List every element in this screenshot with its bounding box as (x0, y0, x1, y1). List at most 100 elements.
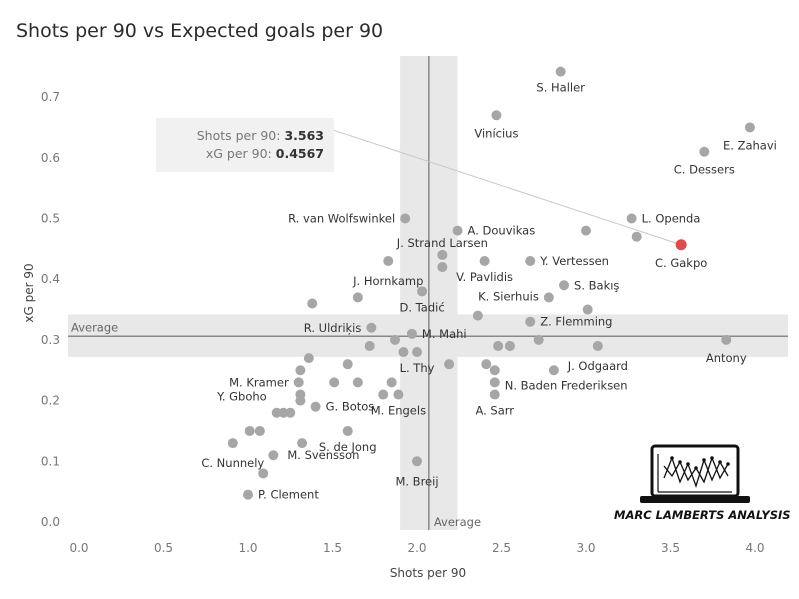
data-point[interactable] (352, 377, 363, 388)
data-point[interactable] (310, 401, 321, 412)
data-point[interactable] (489, 377, 500, 388)
data-point[interactable] (342, 425, 353, 436)
data-point[interactable] (548, 365, 559, 376)
data-point[interactable] (297, 438, 308, 449)
point-label: J. Hornkamp (352, 274, 423, 288)
x-tick-label: 0.5 (154, 541, 173, 555)
data-point[interactable] (293, 377, 304, 388)
data-point[interactable] (437, 249, 448, 260)
data-point[interactable] (444, 359, 455, 370)
x-tick-label: 1.5 (323, 541, 342, 555)
data-point[interactable] (352, 292, 363, 303)
data-point[interactable] (417, 286, 428, 297)
point-label: N. Baden Frederiksen (505, 378, 628, 392)
data-point[interactable] (329, 377, 340, 388)
point-label: D. Tadić (399, 300, 444, 314)
data-point[interactable] (721, 334, 732, 345)
brand-text: MARC LAMBERTS ANALYSIS (614, 508, 791, 522)
point-label: S. de Jong (319, 440, 377, 454)
data-point[interactable] (258, 468, 269, 479)
data-point[interactable] (268, 450, 279, 461)
data-point[interactable] (491, 110, 502, 121)
data-point[interactable] (295, 365, 306, 376)
x-tick-label: 2.0 (407, 541, 426, 555)
data-point[interactable] (699, 146, 710, 157)
data-point[interactable] (398, 347, 409, 358)
data-point[interactable] (533, 334, 544, 345)
point-label: Y. Gboho (216, 390, 267, 404)
y-tick-label: 0.7 (41, 90, 60, 104)
data-point[interactable] (378, 389, 389, 400)
data-point[interactable] (303, 353, 314, 364)
data-point[interactable] (559, 280, 570, 291)
data-point[interactable] (383, 255, 394, 266)
data-point[interactable] (254, 425, 265, 436)
point-label: Y. Vertessen (539, 254, 609, 268)
data-point[interactable] (479, 255, 490, 266)
data-point[interactable] (386, 377, 397, 388)
tooltip: Shots per 90: 3.563 xG per 90: 0.4567 (156, 118, 334, 172)
data-point[interactable] (364, 340, 375, 351)
data-point[interactable] (493, 340, 504, 351)
data-point[interactable] (489, 365, 500, 376)
data-point[interactable] (489, 389, 500, 400)
data-point[interactable] (366, 322, 377, 333)
data-point[interactable] (452, 225, 463, 236)
x-tick-label: 4.0 (745, 541, 764, 555)
data-point[interactable] (525, 316, 536, 327)
y-tick-label: 0.0 (41, 515, 60, 529)
data-point[interactable] (437, 262, 448, 273)
x-tick-label: 3.0 (576, 541, 595, 555)
y-tick-label: 0.2 (41, 394, 60, 408)
point-label: M. Kramer (229, 375, 289, 389)
point-label: L. Openda (642, 212, 701, 226)
data-point[interactable] (243, 489, 253, 500)
data-point[interactable] (631, 231, 642, 242)
point-label: S. Haller (536, 81, 585, 95)
point-label: A. Sarr (475, 404, 514, 418)
data-point[interactable] (400, 213, 411, 224)
data-point[interactable] (582, 304, 593, 315)
data-point[interactable] (244, 425, 255, 436)
data-point[interactable] (626, 213, 637, 224)
data-point[interactable] (472, 310, 483, 321)
point-label: M. Engels (371, 404, 426, 418)
data-point[interactable] (412, 456, 422, 467)
data-point[interactable] (481, 359, 492, 370)
data-point[interactable] (295, 395, 306, 406)
data-point[interactable] (525, 255, 536, 266)
data-point[interactable] (592, 340, 603, 351)
data-point[interactable] (555, 66, 566, 77)
tooltip-shots-value: 3.563 (284, 128, 324, 143)
laptop-chart-icon (640, 444, 750, 503)
data-point[interactable] (285, 407, 296, 418)
point-label: E. Zahavi (723, 138, 777, 152)
data-point[interactable] (543, 292, 554, 303)
brand-logo: MARC LAMBERTS ANALYSIS (614, 442, 791, 524)
point-label: C. Nunnely (201, 456, 264, 470)
data-point[interactable] (342, 359, 353, 370)
data-point[interactable] (744, 122, 755, 133)
x-tick-label: 3.5 (661, 541, 680, 555)
data-point[interactable] (581, 225, 591, 236)
point-label: Z. Flemming (540, 315, 612, 329)
data-points[interactable] (227, 66, 755, 500)
data-point[interactable] (307, 298, 318, 309)
point-label: Vinícius (474, 126, 518, 140)
point-label: G. Botos (326, 400, 375, 414)
data-point[interactable] (504, 340, 515, 351)
data-point[interactable] (227, 438, 238, 449)
data-point[interactable] (412, 347, 422, 358)
y-tick-label: 0.3 (41, 333, 60, 347)
point-label: Antony (706, 351, 747, 365)
point-label: A. Douvikas (468, 224, 536, 238)
point-label: V. Pavlidis (456, 270, 513, 284)
data-point[interactable] (393, 389, 404, 400)
point-label: L. Thy (400, 361, 435, 375)
data-point[interactable] (390, 334, 401, 345)
highlighted-point[interactable] (675, 239, 687, 251)
data-point[interactable] (406, 328, 417, 339)
tooltip-xg-row: xG per 90: 0.4567 (156, 145, 324, 163)
point-label: M. Breij (395, 474, 438, 488)
